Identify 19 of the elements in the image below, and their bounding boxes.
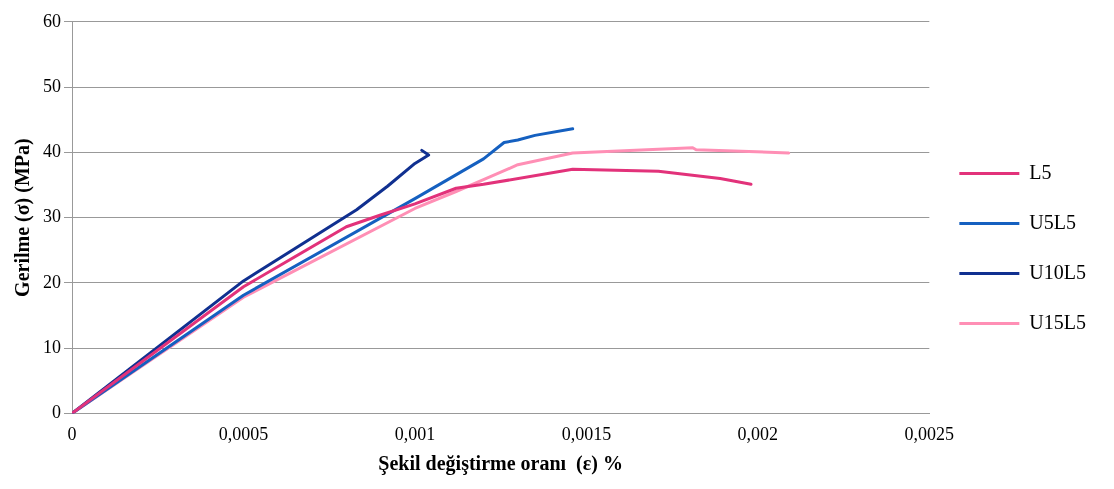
legend-label: L5	[1029, 160, 1052, 183]
y-tick-label: 50	[43, 75, 61, 96]
y-tick-label: 60	[43, 10, 61, 31]
x-tick-label: 0,0025	[904, 423, 955, 444]
x-tick-label: 0	[67, 423, 77, 444]
x-tick-label: 0,002	[737, 423, 779, 444]
x-tick-label: 0,0005	[218, 423, 269, 444]
y-tick-label: 0	[52, 402, 61, 423]
legend-label: U15L5	[1029, 310, 1087, 333]
x-tick-label: 0,001	[394, 423, 436, 444]
legend-label: U5L5	[1029, 210, 1077, 233]
y-tick-label: 40	[43, 141, 61, 162]
x-tick-label: 0,0015	[561, 423, 612, 444]
x-axis-title: Şekil değiştirme oranı (ε) %	[378, 452, 623, 476]
y-tick-label: 20	[43, 271, 61, 292]
y-tick-label: 30	[43, 206, 61, 227]
y-axis-title: Gerilme (σ) (MPa)	[11, 138, 35, 297]
legend-label: U10L5	[1029, 260, 1087, 283]
y-tick-label: 10	[43, 336, 61, 357]
